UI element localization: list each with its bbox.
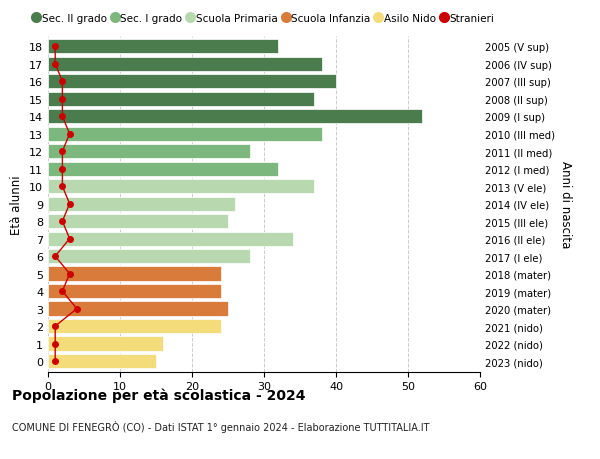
Bar	[48, 285, 221, 299]
Bar	[48, 92, 314, 106]
Point	[58, 183, 67, 190]
Point	[58, 78, 67, 86]
Bar	[48, 197, 235, 212]
Point	[58, 96, 67, 103]
Bar	[48, 249, 250, 264]
Bar	[48, 145, 250, 159]
Bar	[48, 110, 422, 124]
Bar	[48, 57, 322, 72]
Point	[58, 113, 67, 121]
Y-axis label: Età alunni: Età alunni	[10, 174, 23, 234]
Point	[65, 235, 74, 243]
Point	[50, 358, 60, 365]
Bar	[48, 337, 163, 351]
Point	[50, 61, 60, 68]
Point	[58, 288, 67, 295]
Point	[58, 148, 67, 156]
Point	[50, 253, 60, 260]
Bar	[48, 319, 221, 334]
Bar	[48, 354, 156, 369]
Point	[58, 218, 67, 225]
Point	[65, 131, 74, 138]
Bar	[48, 75, 336, 89]
Point	[50, 323, 60, 330]
Point	[50, 44, 60, 51]
Bar	[48, 40, 278, 54]
Bar	[48, 162, 278, 177]
Bar	[48, 232, 293, 246]
Y-axis label: Anni di nascita: Anni di nascita	[559, 161, 572, 248]
Bar	[48, 302, 228, 316]
Point	[50, 340, 60, 347]
Point	[72, 305, 82, 313]
Point	[58, 166, 67, 173]
Text: COMUNE DI FENEGRÒ (CO) - Dati ISTAT 1° gennaio 2024 - Elaborazione TUTTITALIA.IT: COMUNE DI FENEGRÒ (CO) - Dati ISTAT 1° g…	[12, 420, 430, 432]
Bar	[48, 214, 228, 229]
Point	[65, 201, 74, 208]
Bar	[48, 179, 314, 194]
Bar	[48, 127, 322, 142]
Point	[65, 270, 74, 278]
Text: Popolazione per età scolastica - 2024: Popolazione per età scolastica - 2024	[12, 388, 305, 403]
Legend: Sec. II grado, Sec. I grado, Scuola Primaria, Scuola Infanzia, Asilo Nido, Stran: Sec. II grado, Sec. I grado, Scuola Prim…	[29, 10, 499, 28]
Bar	[48, 267, 221, 281]
